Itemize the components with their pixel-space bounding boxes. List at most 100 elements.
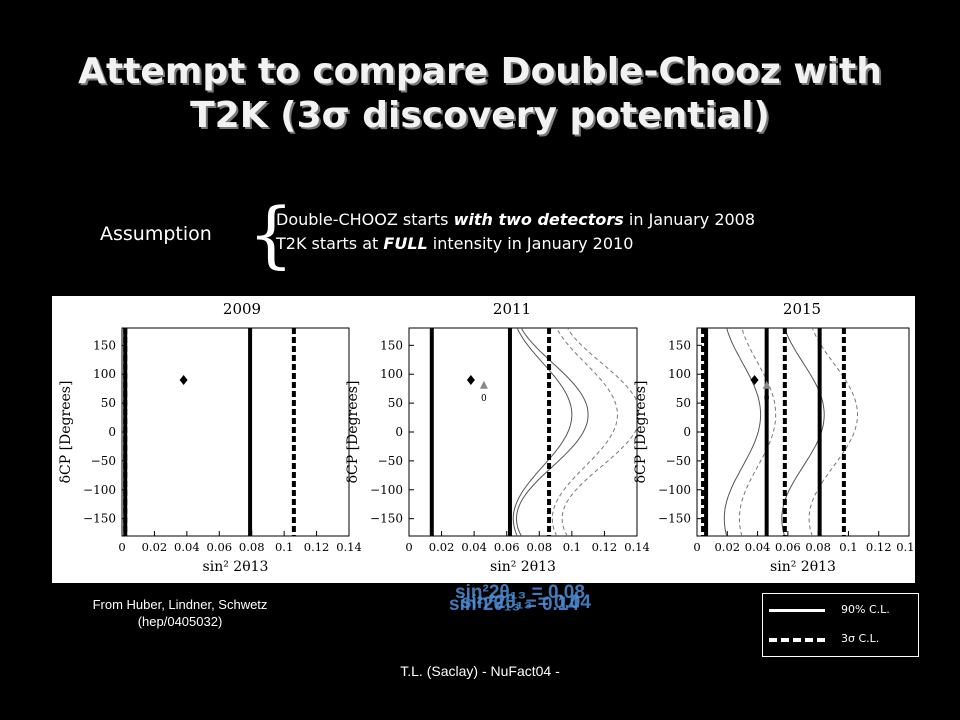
overlay-label-3: sin²2θ₁₃ = 0.04 (461, 592, 591, 613)
y-tick-label: 50 (676, 396, 691, 410)
y-axis-label: δCP [Degrees] (58, 381, 74, 484)
legend-box: 90% C.L. 3σ C.L. (762, 593, 919, 657)
legend-dashed-label: 3σ C.L. (841, 632, 880, 645)
x-tick-label: 0.02 (714, 540, 740, 554)
y-tick-label: 50 (388, 396, 403, 410)
y-tick-label: −150 (83, 512, 116, 526)
x-tick-label: 0.14 (624, 540, 650, 554)
y-tick-label: −150 (658, 512, 691, 526)
y-axis-label: δCP [Degrees] (345, 381, 361, 484)
contour-curve (551, 328, 619, 536)
x-tick-label: 0.1 (563, 540, 581, 554)
point-label: 0 (764, 394, 770, 404)
assumption-text: intensity in January 2010 (427, 234, 634, 253)
y-tick-label: 150 (380, 338, 403, 352)
assumption-emphasis: FULL (383, 234, 428, 253)
source-line-2: (hep/0405032) (137, 614, 223, 629)
contour-curve (515, 328, 589, 536)
assumption-emphasis: with two detectors (453, 210, 624, 229)
title-line-1: Attempt to compare Double-Chooz with (78, 51, 882, 92)
x-tick-label: 0.06 (494, 540, 520, 554)
legend-solid-label: 90% C.L. (841, 603, 890, 616)
x-axis-label: sin² 2θ13 (203, 559, 269, 575)
slide-title: Attempt to compare Double-Chooz with T2K… (0, 50, 960, 138)
plot-title: 2011 (493, 300, 531, 318)
y-tick-label: −100 (83, 483, 116, 497)
legend-dashed-line (769, 638, 825, 642)
plot-title: 2015 (783, 300, 821, 318)
source-citation: From Huber, Lindner, Schwetz (hep/040503… (52, 596, 308, 630)
x-tick-label: 0.12 (304, 540, 330, 554)
assumption-text: in January 2008 (623, 210, 756, 229)
footer: T.L. (Saclay) - NuFact04 - (400, 663, 560, 679)
x-axis-label: sin² 2θ13 (770, 559, 836, 575)
contour-curve (561, 328, 637, 536)
overlay-label-1: sin²2θ₁₃ = 0.08 (455, 582, 585, 603)
contour-curve (723, 328, 762, 536)
x-tick-label: 0.08 (805, 540, 831, 554)
x-tick-label: 0.14 (896, 540, 915, 554)
y-tick-label: 0 (395, 425, 403, 439)
y-tick-label: −50 (666, 454, 691, 468)
y-tick-label: 100 (380, 367, 403, 381)
diamond-marker (466, 375, 475, 385)
contour-curve (738, 328, 777, 536)
assumption-text: T2K starts at (276, 234, 384, 253)
x-tick-label: 0.02 (142, 540, 168, 554)
y-tick-label: −150 (370, 512, 403, 526)
x-tick-label: 0.06 (206, 540, 232, 554)
x-tick-label: 0.1 (839, 540, 857, 554)
y-tick-label: 100 (93, 367, 116, 381)
triangle-marker (479, 380, 488, 389)
curly-brace-icon: { (248, 192, 294, 276)
triangle-marker (762, 380, 771, 389)
overlapping-labels: sin²2θ₁₃ = 0.08 sin²2θ₁₃ = 0.14 sin²2θ₁₃… (400, 582, 640, 630)
x-tick-label: 0.02 (429, 540, 455, 554)
contour-curve (512, 328, 573, 536)
assumption-text: Double-CHOOZ starts (276, 210, 454, 229)
assumption-label: Assumption (100, 223, 212, 245)
y-tick-label: −100 (370, 483, 403, 497)
x-tick-label: 0 (405, 540, 412, 554)
assumption-line-2: T2K starts at FULL intensity in January … (276, 232, 755, 256)
y-axis-label: δCP [Degrees] (633, 381, 649, 484)
y-tick-label: 150 (668, 338, 691, 352)
contour-curve (808, 328, 859, 536)
assumption-line-1: Double-CHOOZ starts with two detectors i… (276, 208, 755, 232)
x-tick-label: 0.08 (239, 540, 265, 554)
plots-panel: 2009 150 100 50 0 −50 −100 −150 0 0.02 0.04 0.06 0.0… (52, 296, 915, 583)
y-tick-label: −50 (91, 454, 116, 468)
x-tick-label: 0.08 (526, 540, 552, 554)
y-tick-label: 0 (108, 425, 116, 439)
point-label: 0 (481, 394, 487, 404)
y-tick-label: 50 (101, 396, 116, 410)
plot-frame (408, 327, 638, 537)
x-tick-label: 0.04 (174, 540, 200, 554)
x-tick-label: 0.04 (461, 540, 487, 554)
x-tick-label: 0.12 (592, 540, 618, 554)
y-tick-label: 150 (93, 338, 116, 352)
plot-title: 2009 (223, 300, 261, 318)
source-line-1: From Huber, Lindner, Schwetz (92, 597, 268, 612)
x-tick-label: 0.04 (745, 540, 771, 554)
x-tick-label: 0 (693, 540, 700, 554)
legend-solid-line (769, 609, 825, 612)
y-tick-label: 0 (683, 425, 691, 439)
y-tick-label: −100 (658, 483, 691, 497)
x-axis-label: sin² 2θ13 (490, 559, 556, 575)
diamond-marker (179, 375, 188, 385)
title-line-2: T2K (3σ discovery potential) (190, 95, 770, 136)
x-tick-label: 0.06 (775, 540, 801, 554)
x-tick-label: 0 (118, 540, 125, 554)
y-tick-label: −50 (378, 454, 403, 468)
overlay-label-2: sin²2θ₁₃ = 0.14 (449, 594, 579, 615)
x-tick-label: 0.14 (336, 540, 362, 554)
plot-frame (121, 327, 350, 537)
x-tick-label: 0.12 (866, 540, 892, 554)
y-tick-label: 100 (668, 367, 691, 381)
assumption-list: Double-CHOOZ starts with two detectors i… (276, 208, 755, 256)
